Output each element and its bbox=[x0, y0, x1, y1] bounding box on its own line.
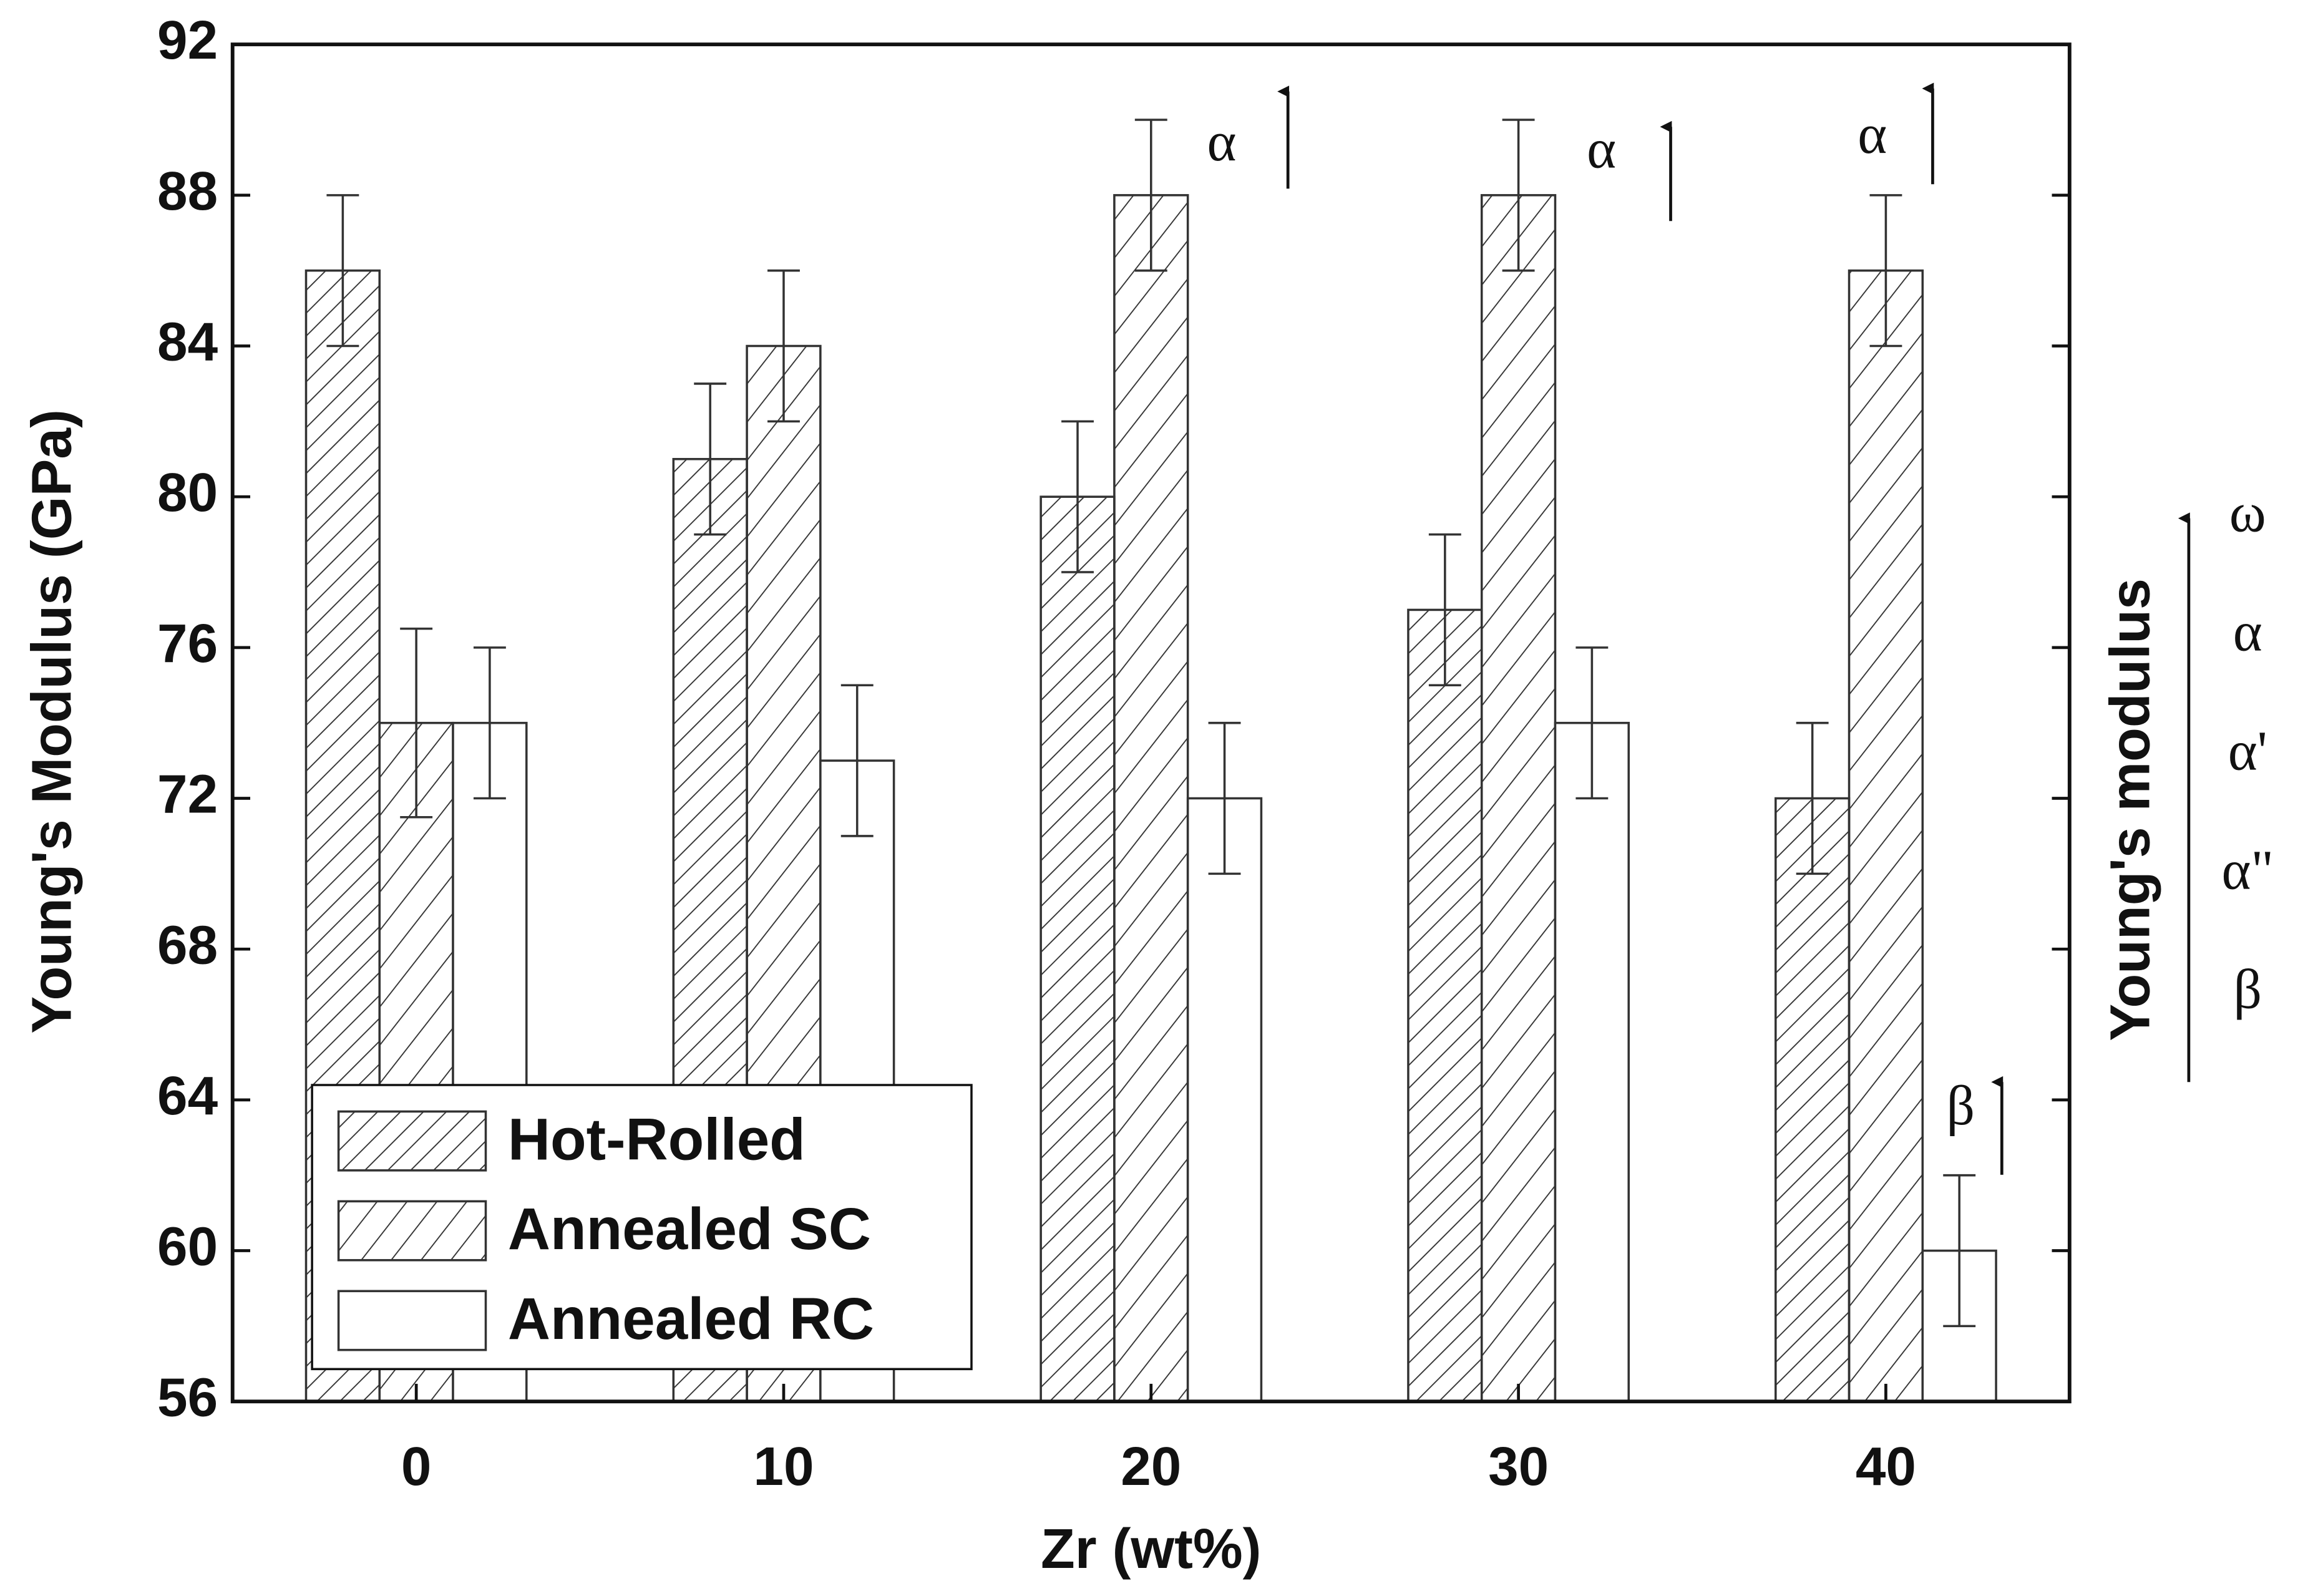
y-tick-label: 80 bbox=[157, 462, 218, 523]
phase-label: α' bbox=[2228, 721, 2267, 782]
bar bbox=[1407, 608, 1483, 1403]
y-tick-label: 60 bbox=[157, 1217, 218, 1277]
legend-label: Annealed RC bbox=[508, 1286, 874, 1351]
legend-swatch bbox=[337, 1110, 487, 1172]
phase-label: β bbox=[2233, 959, 2262, 1021]
x-tick-label: 0 bbox=[401, 1436, 432, 1497]
bar bbox=[1186, 797, 1263, 1403]
x-axis-label: Zr (wt%) bbox=[1041, 1517, 1261, 1580]
bar bbox=[1480, 194, 1557, 1403]
y-tick-label: 76 bbox=[157, 613, 218, 674]
x-tick-label: 20 bbox=[1121, 1436, 1181, 1497]
bar bbox=[1775, 797, 1851, 1403]
bar-group bbox=[1113, 119, 1189, 1403]
legend-label: Annealed SC bbox=[508, 1196, 871, 1262]
y-tick-label: 72 bbox=[157, 764, 218, 825]
x-tick-label: 30 bbox=[1488, 1436, 1549, 1497]
annotation: α bbox=[1587, 119, 1616, 180]
error-bar bbox=[326, 194, 359, 348]
bar-group bbox=[1554, 646, 1630, 1403]
bar-group bbox=[1775, 721, 1851, 1403]
bar-group bbox=[1921, 1174, 1997, 1403]
error-bar bbox=[840, 684, 874, 837]
y-tick-label: 68 bbox=[157, 915, 218, 975]
bar-group bbox=[1848, 194, 1924, 1403]
error-bar bbox=[400, 627, 433, 819]
y-tick-label: 92 bbox=[157, 10, 218, 71]
bar bbox=[1554, 721, 1630, 1403]
error-bar bbox=[1502, 119, 1535, 272]
bar-group bbox=[1040, 420, 1116, 1403]
y-tick-label: 84 bbox=[157, 312, 218, 372]
y-tick-label: 88 bbox=[157, 161, 218, 221]
bar bbox=[1040, 495, 1116, 1403]
bar bbox=[1848, 269, 1924, 1403]
x-tick-label: 10 bbox=[753, 1436, 814, 1497]
legend-swatch bbox=[337, 1200, 487, 1262]
bar-group bbox=[1186, 721, 1263, 1403]
legend-swatch bbox=[337, 1290, 487, 1351]
error-bar bbox=[767, 269, 800, 423]
phase-label: α" bbox=[2222, 840, 2274, 902]
annotation: α bbox=[1858, 104, 1887, 165]
error-bar bbox=[1869, 194, 1902, 348]
error-bar bbox=[473, 646, 506, 800]
error-bar bbox=[694, 382, 727, 536]
annotation: β bbox=[1946, 1075, 1975, 1137]
error-bar bbox=[1943, 1174, 1976, 1328]
error-bar bbox=[1134, 119, 1167, 272]
right-label: Young's modulus bbox=[2098, 578, 2161, 1041]
bar-group bbox=[1480, 119, 1557, 1403]
bar bbox=[1113, 194, 1189, 1403]
legend-label: Hot-Rolled bbox=[508, 1106, 806, 1172]
bar-group bbox=[1407, 533, 1483, 1403]
error-bar bbox=[1061, 420, 1094, 573]
y-tick-label: 56 bbox=[157, 1367, 218, 1428]
y-axis-label: Young's Modulus (GPa) bbox=[20, 409, 82, 1033]
annotation: α bbox=[1207, 111, 1237, 173]
y-tick-label: 64 bbox=[157, 1066, 218, 1126]
error-bar bbox=[1796, 721, 1829, 875]
error-bar bbox=[1575, 646, 1609, 800]
error-bar bbox=[1208, 721, 1241, 875]
x-tick-label: 40 bbox=[1856, 1436, 1916, 1497]
error-bar bbox=[1428, 533, 1461, 687]
phase-label: α bbox=[2233, 601, 2262, 663]
phase-label: ω bbox=[2229, 482, 2266, 543]
